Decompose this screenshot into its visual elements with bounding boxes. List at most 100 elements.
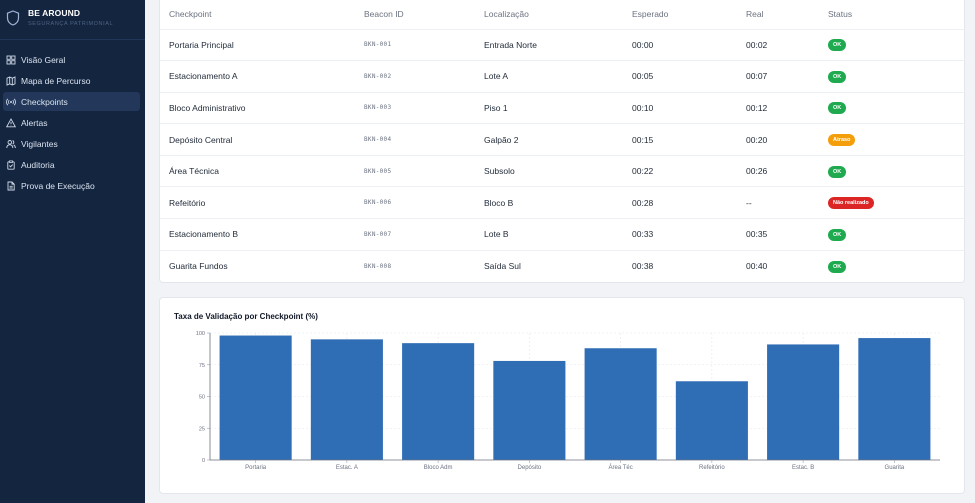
sidebar-item-label: Alertas [21,117,48,128]
beacon-icon [6,97,16,107]
cell-checkpoint: Área Técnica [160,155,355,188]
cell-esperado: 00:15 [623,123,737,156]
status-badge: OK [828,70,847,83]
table-row[interactable]: Área Técnica BKN-005 Subsolo 00:22 00:26 OK [160,155,966,188]
table-row[interactable]: Estacionamento B BKN-007 Lote B 00:33 00:35 O… [160,218,966,251]
cell-checkpoint: Bloco Administrativo [160,92,355,125]
bar-8 [858,338,931,460]
cell-beacon-id: BKN-002 [355,60,475,93]
column-header-beacon-id: Beacon ID [355,0,475,30]
cell-localizacao: Lote A [475,60,623,93]
cell-localizacao: Bloco B [475,186,623,220]
cell-checkpoint: Estacionamento B [160,218,355,251]
cell-real: 00:12 [737,92,819,125]
table-row[interactable]: Guarita Fundos BKN-008 Saída Sul 00:38 00:40… [160,250,966,282]
validation-chart-card: 0 25 50 75 100 Portaria Estac. A Bloco Adm Depós… [159,297,965,494]
document-icon [6,181,16,191]
cell-real: 00:20 [737,123,819,156]
cell-localizacao: Galpão 2 [475,123,623,156]
cell-esperado: 00:00 [623,29,737,62]
table-row[interactable]: Refeitório BKN-006 Bloco B 00:28 -- Não reali… [160,186,966,220]
cell-status: OK [819,155,966,188]
grid-icon [6,55,16,65]
x-tick-label: Estac. A [336,465,358,471]
map-icon [6,75,16,86]
chart-title: Taxa de Validação por Checkpoint (%) [174,312,318,321]
validation-bar-chart: 0 25 50 75 100 Portaria Estac. A Bloco Adm Depós… [196,331,940,471]
cell-checkpoint: Estacionamento A [160,60,355,93]
cell-real: 00:35 [737,218,819,251]
cell-status: Atraso [819,123,966,156]
checkpoints-table-card: Checkpoint Beacon ID Localização Esperad… [159,0,966,283]
table-row[interactable]: Depósito Central BKN-004 Galpão 2 00:15 00:2… [160,123,966,156]
status-badge: Atraso [828,134,856,147]
bar-5 [584,348,657,460]
cell-localizacao: Entrada Norte [475,29,623,62]
cell-localizacao: Saída Sul [484,261,521,272]
cell-status: Não realizado [819,186,966,220]
bar-6 [675,381,748,460]
cell-beacon-id: BKN-006 [355,186,475,220]
y-tick-label: 0 [202,458,205,464]
cell-beacon-id: BKN-008 [364,262,392,270]
y-tick-label: 100 [196,331,205,337]
table-row[interactable]: Bloco Administrativo BKN-003 Piso 1 00:10 00… [160,92,966,125]
column-header-real: Real [737,0,819,30]
cell-status: OK [819,92,966,125]
sidebar-item-checkpoints[interactable]: Checkpoints [3,92,140,111]
users-icon [6,139,16,149]
column-header-status: Status [819,0,966,30]
x-tick-label: Portaria [245,465,267,471]
y-tick-label: 75 [199,363,205,369]
cell-esperado: 00:33 [623,218,737,251]
cell-esperado: 00:28 [623,186,737,220]
cell-esperado: 00:05 [623,60,737,93]
bar-3 [402,343,475,460]
cell-beacon-id: BKN-004 [355,123,475,156]
status-badge: OK [828,260,847,273]
column-header-checkpoint: Checkpoint [160,0,355,30]
status-badge: OK [828,102,847,115]
sidebar-item-label: Auditoria [21,159,55,170]
status-badge: OK [828,39,847,52]
cell-real: 00:07 [737,60,819,93]
sidebar-item-label: Visão Geral [21,54,66,65]
sidebar-item-auditoria[interactable]: Auditoria [3,155,140,174]
x-tick-label: Guarita [885,465,905,471]
sidebar-item-prova-de-execucao[interactable]: Prova de Execução [3,176,140,195]
sidebar-item-vigilantes[interactable]: Vigilantes [3,134,140,153]
cell-beacon-id: BKN-005 [355,155,475,188]
bar-4 [493,360,566,460]
bar-1 [219,335,292,460]
status-badge: OK [828,165,847,178]
shield-icon [6,10,20,26]
column-header-esperado: Esperado [623,0,737,30]
checkpoints-table: Checkpoint Beacon ID Localização Esperad… [160,0,966,282]
brand-tagline: SEGURANÇA PATRIMONIAL [28,21,114,27]
sidebar-item-visao-geral[interactable]: Visão Geral [3,50,140,69]
cell-real: 00:02 [737,29,819,62]
table-row[interactable]: Portaria Principal BKN-001 Entrada Norte 00… [160,29,966,62]
column-header-localizacao: Localização [475,0,623,30]
brand-name: BE AROUND [28,8,81,18]
cell-checkpoint: Guarita Fundos [169,261,228,272]
y-tick-label: 25 [199,426,205,432]
cell-status: OK [819,29,966,62]
sidebar-item-alertas[interactable]: Alertas [3,113,140,132]
table-row[interactable]: Estacionamento A BKN-002 Lote A 00:05 00:07 O… [160,60,966,93]
bar-7 [767,344,840,460]
sidebar-item-label: Prova de Execução [21,180,95,191]
x-tick-label: Área Téc [609,464,633,471]
table-header-row: Checkpoint Beacon ID Localização Esperad… [160,0,966,30]
sidebar: BE AROUND SEGURANÇA PATRIMONIAL Visão Ge… [0,0,145,503]
x-tick-label: Depósito [518,465,542,471]
bar-2 [310,339,383,460]
brand: BE AROUND SEGURANÇA PATRIMONIAL [0,0,145,40]
cell-localizacao: Subsolo [475,155,623,188]
x-tick-label: Bloco Adm [424,465,453,471]
cell-checkpoint: Depósito Central [160,123,355,156]
cell-status: OK [819,250,966,282]
status-badge: OK [828,228,847,241]
sidebar-item-mapa-de-percurso[interactable]: Mapa de Percurso [3,71,140,90]
cell-status: OK [819,218,966,251]
